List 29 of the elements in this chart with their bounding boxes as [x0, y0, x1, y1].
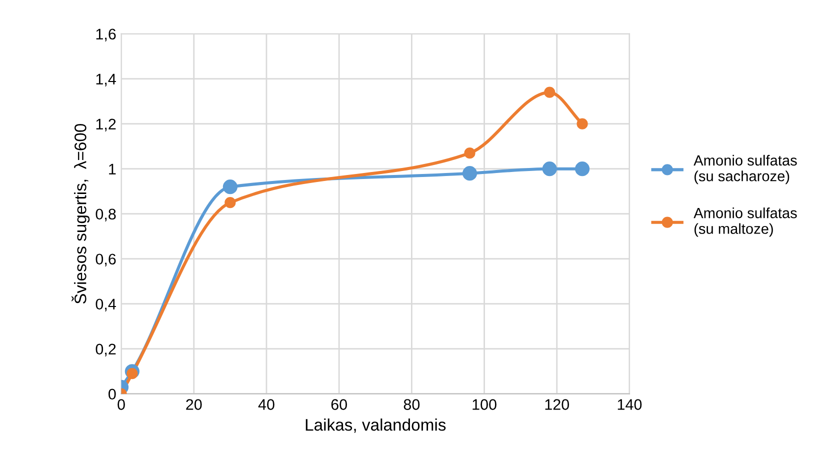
x-tick-label: 100: [472, 399, 496, 410]
x-tick-label: 80: [404, 399, 420, 410]
y-tick-label: 1,2: [96, 118, 116, 132]
point: [462, 166, 478, 181]
y-tick-label: 1,6: [96, 28, 116, 42]
y-tick-label: 0: [108, 388, 116, 400]
point: [222, 180, 238, 194]
y-tick-label: 1: [109, 164, 116, 174]
x-tick-label: 120: [545, 399, 570, 410]
point: [224, 197, 236, 208]
point: [464, 148, 476, 159]
x-tick-label: 20: [186, 399, 202, 410]
y-tick-label: 1,4: [96, 74, 116, 86]
point: [544, 86, 556, 98]
y-tick-label: 0,6: [96, 254, 116, 266]
x-tick-label: 60: [331, 399, 347, 410]
x-tick-label: 0: [118, 399, 125, 410]
point: [542, 162, 557, 176]
legend-label: Amonio sulfatas (su sacharoze): [694, 154, 797, 184]
y-axis-title: Šviesos sugertis, λ=600: [72, 124, 90, 304]
x-axis-title: Laikas, valandomis: [306, 418, 446, 433]
y-tick-label: 0,4: [96, 298, 116, 312]
y-tick-label: 0,8: [96, 208, 116, 222]
point: [574, 162, 590, 176]
point: [576, 118, 588, 130]
x-tick-label: 140: [618, 399, 642, 410]
x-tick-label: 40: [258, 399, 274, 410]
legend-label: Amonio sulfatas (su maltoze): [694, 208, 797, 237]
y-tick-label: 0,2: [96, 344, 116, 356]
